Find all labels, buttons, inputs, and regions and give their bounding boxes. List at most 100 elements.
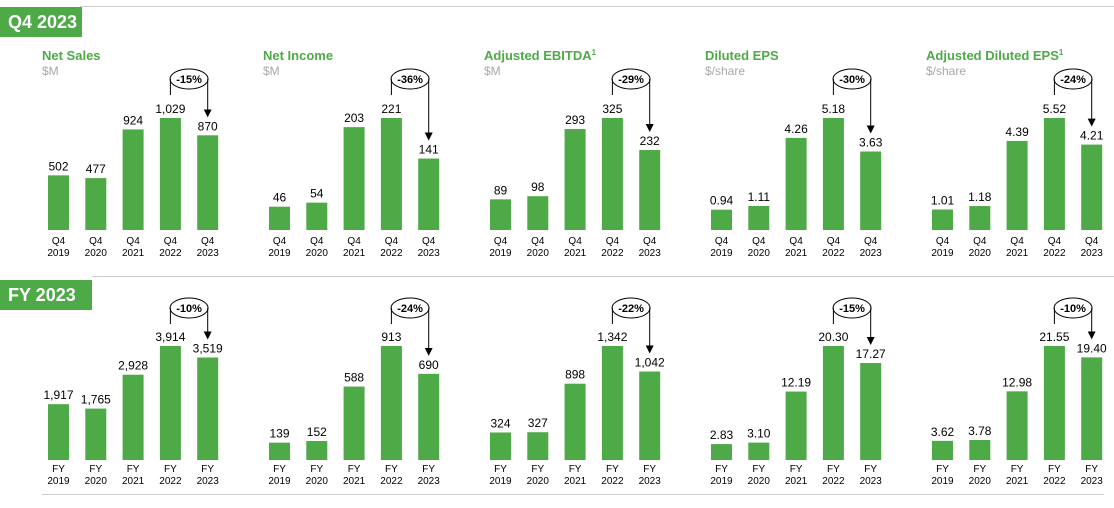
bar <box>564 383 586 460</box>
data-label: 1,029 <box>155 102 185 116</box>
tick-label: FY 2021 <box>564 464 587 487</box>
tick-label: FY 2023 <box>1081 464 1104 487</box>
tick-label: Q4 2019 <box>47 236 70 259</box>
tick-label: Q4 2023 <box>860 236 883 259</box>
bar <box>748 206 770 230</box>
data-label: 1.01 <box>931 194 955 208</box>
tick-label: FY 2020 <box>748 464 771 487</box>
tick-label: FY 2021 <box>785 464 808 487</box>
tick-label: FY 2020 <box>969 464 992 487</box>
bar-chart-fy-4: 2.83 FY 2019 3.10 FY 2020 12.19 FY 2021 20.30 FY 20… <box>710 297 886 487</box>
change-callout-label: -24% <box>397 303 423 315</box>
bar <box>85 408 107 460</box>
data-label: 870 <box>198 119 218 133</box>
data-label: 327 <box>528 416 548 430</box>
tick-label: FY 2019 <box>47 464 70 487</box>
bar-chart-fy-2: 139 FY 2019 152 FY 2020 588 FY 2021 913 FY 2022 690 F… <box>268 297 440 487</box>
chart-unit: $/share <box>705 64 745 78</box>
bar <box>1006 140 1028 230</box>
bar <box>122 129 144 230</box>
bar <box>601 118 623 230</box>
bar <box>490 199 511 230</box>
tick-label: FY 2023 <box>860 464 883 487</box>
data-label: 12.19 <box>781 376 811 390</box>
bar <box>969 440 991 460</box>
tick-label: Q4 2020 <box>969 236 992 259</box>
tick-label: Q4 2020 <box>85 236 108 259</box>
tick-label: FY 2019 <box>268 464 291 487</box>
tick-label: FY 2022 <box>822 464 845 487</box>
data-label: 1.18 <box>968 190 992 204</box>
data-label: 3,519 <box>193 342 223 356</box>
bar <box>48 404 69 460</box>
section-badge-fy: FY 2023 <box>0 280 92 310</box>
tick-label: Q4 2022 <box>380 236 403 259</box>
bar <box>380 346 402 460</box>
tick-label: Q4 2022 <box>601 236 624 259</box>
bar-chart-fy-3: 324 FY 2019 327 FY 2020 898 FY 2021 1,342 FY 2022 1,… <box>489 297 665 487</box>
tick-label: FY 2021 <box>343 464 366 487</box>
change-callout-label: -36% <box>397 74 423 86</box>
chart-unit: $M <box>263 64 280 78</box>
bar <box>932 440 953 460</box>
section-badge-q4: Q4 2023 <box>0 7 82 37</box>
data-label: 913 <box>381 330 401 344</box>
chart-title: Adjusted EBITDA1 <box>484 48 597 63</box>
tick-label: Q4 2022 <box>822 236 845 259</box>
change-callout-label: -10% <box>1060 303 1086 315</box>
bar <box>343 127 365 230</box>
tick-label: Q4 2019 <box>268 236 291 259</box>
data-label: 203 <box>344 111 364 125</box>
data-label: 3.78 <box>968 424 992 438</box>
bar <box>269 206 290 230</box>
change-callout-label: -15% <box>839 303 865 315</box>
tick-label: FY 2022 <box>601 464 624 487</box>
data-label: 1,917 <box>43 388 73 402</box>
tick-label: FY 2020 <box>85 464 108 487</box>
data-label: 588 <box>344 371 364 385</box>
tick-label: Q4 2023 <box>1081 236 1104 259</box>
data-label: 221 <box>381 102 401 116</box>
bar <box>159 118 181 230</box>
bar <box>639 371 661 460</box>
chart-title: Net Sales <box>42 48 101 63</box>
bar <box>1006 391 1028 460</box>
bar <box>1043 346 1065 460</box>
bar <box>380 118 402 230</box>
data-label: 1,042 <box>635 355 665 369</box>
tick-label: FY 2022 <box>380 464 403 487</box>
data-label: 3,914 <box>155 330 185 344</box>
bar <box>601 346 623 460</box>
change-callout-label: -10% <box>176 303 202 315</box>
bar <box>1081 357 1103 460</box>
change-callout-label: -29% <box>618 74 644 86</box>
tick-label: FY 2019 <box>489 464 512 487</box>
data-label: 3.63 <box>859 136 883 150</box>
chart-title: Adjusted Diluted EPS1 <box>926 48 1064 63</box>
data-label: 324 <box>490 416 510 430</box>
bar <box>711 444 732 460</box>
data-label: 98 <box>531 180 545 194</box>
tick-label: FY 2021 <box>122 464 145 487</box>
tick-label: Q4 2020 <box>527 236 550 259</box>
data-label: 898 <box>565 368 585 382</box>
data-label: 141 <box>419 143 439 157</box>
data-label: 17.27 <box>856 347 886 361</box>
data-label: 1.11 <box>748 190 771 204</box>
bar <box>343 386 365 460</box>
data-label: 21.55 <box>1039 330 1069 344</box>
bar <box>306 441 328 460</box>
bar <box>1043 118 1065 230</box>
data-label: 1,765 <box>81 393 111 407</box>
bar <box>822 346 844 460</box>
bar <box>639 150 661 230</box>
bar <box>1081 144 1103 230</box>
divider-top <box>80 6 1114 7</box>
tick-label: Q4 2020 <box>306 236 329 259</box>
bar <box>122 374 144 460</box>
change-callout-label: -22% <box>618 303 644 315</box>
tick-label: Q4 2021 <box>785 236 808 259</box>
tick-label: Q4 2022 <box>1043 236 1066 259</box>
bar-chart-q4-3: Adjusted EBITDA1$M 89 Q4 2019 98 Q4 2020 293 Q4 2… <box>484 48 661 259</box>
footnote-marker: 1 <box>1059 48 1064 57</box>
